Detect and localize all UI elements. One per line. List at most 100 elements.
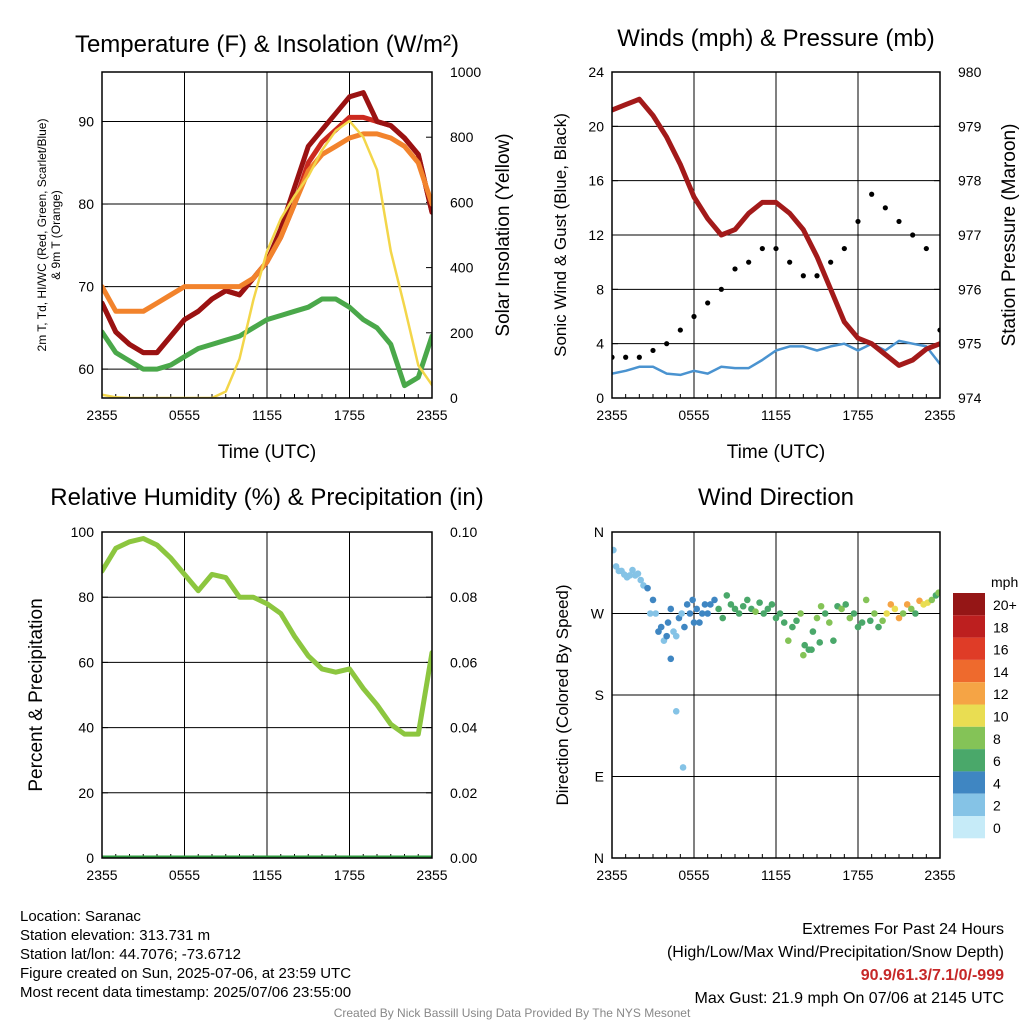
y2-tick-label: 976 (958, 281, 982, 297)
y2-tick-label: 0.04 (450, 720, 477, 736)
direction-point (752, 608, 759, 615)
direction-point (816, 639, 824, 646)
legend-swatch (953, 704, 985, 727)
direction-point (612, 546, 617, 554)
legend-swatch (953, 726, 985, 750)
legend-label: 10 (993, 709, 1009, 725)
x-axis-label: Time (UTC) (727, 442, 826, 463)
x-tick-label: 2355 (596, 867, 627, 883)
plot-area (612, 546, 940, 771)
legend-label: 6 (993, 753, 1001, 769)
series-line-blue (612, 339, 940, 377)
legend-label: 0 (993, 820, 1001, 836)
extremes-subtitle: (High/Low/Max Wind/Precipitation/Snow De… (666, 944, 1004, 961)
direction-point (679, 764, 687, 771)
direction-point (858, 619, 866, 626)
station-location: Location: Saranac (20, 908, 141, 925)
direction-point (704, 610, 711, 617)
direction-point (629, 566, 636, 574)
gust-point (746, 259, 752, 265)
direction-point (689, 596, 696, 604)
direction-point (646, 610, 654, 617)
direction-point (903, 601, 911, 608)
direction-point (644, 584, 651, 592)
series-line-maroon (612, 96, 940, 368)
y-tick-label: N (594, 850, 604, 866)
gust-point (896, 218, 902, 225)
station-latlon: Station lat/lon: 44.7076; -73.6712 (20, 946, 242, 963)
y-axis-label-line-1: 2m T, Td, HI/WC (Red, Green, Scarlet/Blu… (35, 119, 49, 352)
direction-point (854, 623, 862, 631)
legend-label: 20+ (993, 597, 1017, 613)
legend-label: 18 (993, 619, 1009, 635)
y-tick-label: 90 (78, 114, 94, 130)
direction-point (867, 617, 874, 625)
gust-point (759, 245, 765, 252)
chart-title: Wind Direction (698, 484, 854, 511)
gust-point (910, 232, 916, 238)
direction-point (780, 619, 788, 626)
series-line-yellow (102, 119, 432, 398)
y-tick-label: 12 (588, 227, 604, 243)
direction-point (842, 601, 849, 608)
direction-point (698, 610, 706, 617)
y2-tick-label: 0.06 (450, 654, 477, 670)
x-tick-label: 1155 (761, 867, 791, 883)
direction-point (887, 601, 895, 608)
y-axis-label: Direction (Colored By Speed) (553, 584, 572, 805)
plot-frame (101, 531, 433, 859)
x-tick-label: 2355 (86, 867, 117, 883)
direction-point (785, 637, 792, 644)
direction-point (735, 610, 743, 617)
direction-point (801, 641, 808, 649)
recent-timestamp: Most recent data timestamp: 2025/07/06 2… (20, 984, 352, 1001)
gust-point (691, 313, 697, 320)
direction-point (813, 614, 821, 622)
gust-point (869, 191, 875, 197)
direction-point (817, 602, 825, 610)
x-tick-label: 0555 (678, 867, 709, 883)
y2-tick-label: 975 (958, 336, 982, 352)
gust-point (841, 245, 847, 252)
y-tick-label: 70 (78, 279, 94, 295)
y2-tick-label: 978 (958, 173, 982, 189)
direction-point (686, 610, 694, 617)
y-tick-label: 80 (78, 196, 94, 212)
direction-point (838, 605, 845, 613)
direction-point (935, 589, 940, 596)
x-tick-label: 1755 (842, 407, 873, 423)
y2-tick-label: 0.10 (450, 524, 477, 540)
direction-point (663, 632, 670, 640)
direction-point (739, 602, 747, 610)
x-tick-label: 2355 (596, 407, 627, 423)
y-tick-label: 24 (588, 64, 604, 80)
direction-point (756, 599, 763, 606)
direction-point (772, 614, 780, 622)
direction-point (731, 605, 739, 613)
direction-point (883, 610, 890, 617)
gust-point (828, 259, 834, 265)
y-tick-label: 40 (78, 720, 94, 736)
gust-point (855, 218, 861, 225)
y-tick-label: S (595, 687, 604, 703)
direction-point (850, 610, 858, 617)
direction-point (793, 617, 800, 625)
chart-panel-3: Relative Humidity (%) & Precipitation (i… (26, 484, 484, 883)
credit-line: Created By Nick Bassill Using Data Provi… (333, 1006, 691, 1020)
series-line-orange (102, 131, 432, 314)
direction-point (800, 651, 807, 659)
y2-tick-label: 800 (450, 129, 474, 145)
direction-point (711, 596, 718, 604)
x-tick-label: 1155 (252, 867, 282, 883)
x-tick-label: 1755 (334, 407, 365, 423)
y2-tick-label: 974 (958, 390, 982, 406)
direction-point (764, 605, 772, 613)
gust-point (677, 327, 683, 333)
direction-point (649, 596, 657, 604)
chart-title: Temperature (F) & Insolation (W/m²) (75, 31, 459, 58)
y-tick-label: 100 (71, 524, 95, 540)
series-line-green (102, 296, 432, 389)
direction-point (871, 610, 878, 617)
direction-point (895, 614, 903, 622)
gust-point (718, 286, 724, 292)
